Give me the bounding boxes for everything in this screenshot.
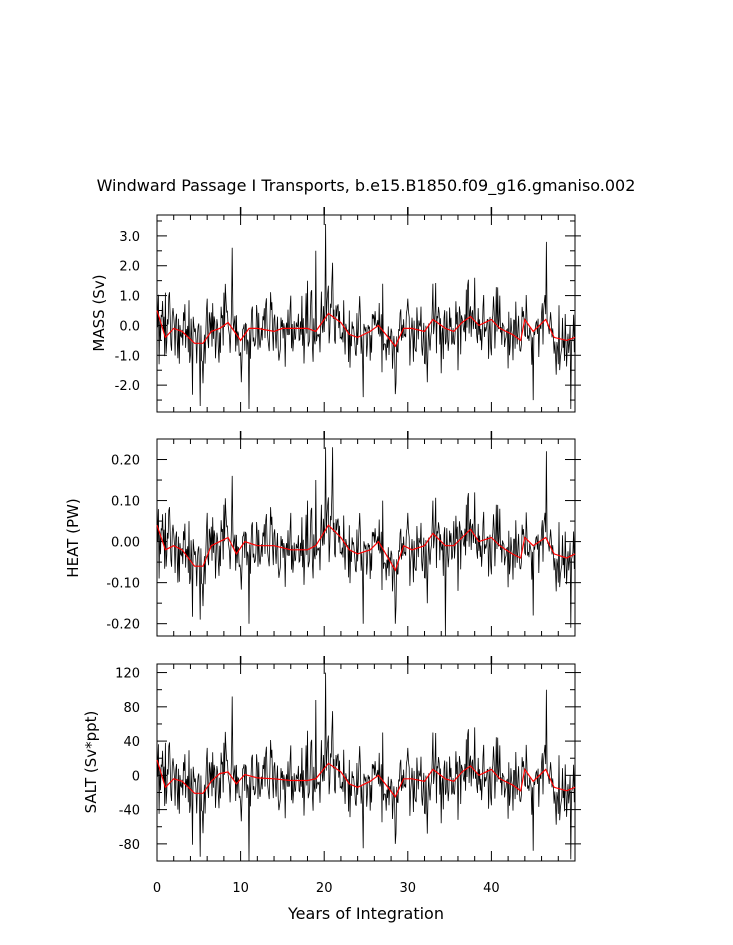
y-tick-label: -1.0 (115, 349, 140, 364)
y-tick-label: 1.0 (119, 290, 140, 305)
y-tick-label: 3.0 (119, 230, 140, 245)
x-tick-label: 40 (483, 881, 500, 896)
series-mass (156, 223, 576, 410)
y-tick-label: 40 (123, 735, 140, 750)
plot-frame-mass (156, 214, 576, 413)
y-tick-label: -80 (119, 838, 140, 853)
y-tick-labels-mass: -2.0 -1.0 0.0 1.0 2.0 3.0 (115, 230, 140, 394)
y-tick-label: 0.10 (111, 495, 140, 510)
y-tick-label: -0.10 (106, 577, 140, 592)
panel-heat: -0.20 -0.10 0.00 0.10 0.20 HEAT (PW) (64, 431, 581, 637)
y-tick-label: 80 (123, 701, 140, 716)
ticks-mass (156, 207, 581, 412)
y-tick-label: 0.0 (119, 319, 140, 334)
ticks-salt (156, 656, 581, 862)
panel-mass: -2.0 -1.0 0.0 1.0 2.0 3.0 MASS (Sv) (90, 207, 581, 413)
x-tick-label: 30 (400, 881, 417, 896)
x-axis-label: Years of Integration (287, 904, 444, 923)
chart-title: Windward Passage I Transports, b.e15.B18… (97, 176, 636, 196)
raw-series-line (156, 223, 576, 410)
y-tick-label: 2.0 (119, 260, 140, 275)
y-tick-labels-heat: -0.20 -0.10 0.00 0.10 0.20 (106, 454, 140, 633)
x-tick-label: 20 (316, 881, 333, 896)
y-tick-label: 0.20 (111, 454, 140, 469)
smoothed-series-line (156, 759, 576, 798)
y-tick-label: -0.20 (106, 618, 140, 633)
x-tick-label: 10 (232, 881, 249, 896)
y-tick-labels-salt: -80 -40 0 40 80 120 (115, 667, 140, 853)
smoothed-series-line (156, 310, 576, 348)
y-tick-label: 120 (115, 667, 140, 682)
y-tick-label: 0.00 (111, 536, 140, 551)
ticks-heat (156, 431, 581, 636)
x-tick-label: 0 (153, 881, 161, 896)
y-tick-label: -2.0 (115, 379, 140, 394)
y-axis-label-mass: MASS (Sv) (90, 274, 108, 351)
raw-series-line (156, 672, 576, 862)
plot-frame-salt (156, 663, 576, 862)
y-tick-label: -40 (119, 804, 140, 819)
y-axis-label-salt: SALT (Sv*ppt) (82, 711, 100, 814)
y-tick-label: 0 (132, 769, 140, 784)
raw-series-line (156, 447, 576, 637)
y-axis-label-heat: HEAT (PW) (64, 498, 82, 577)
series-heat (156, 447, 576, 637)
series-salt (156, 672, 576, 862)
x-tick-labels: 0 10 20 30 40 (153, 881, 500, 896)
smoothed-series-line (156, 524, 576, 572)
plot-frame-heat (156, 438, 576, 637)
panel-salt: -80 -40 0 40 80 120 SALT (Sv*ppt) (82, 656, 581, 862)
